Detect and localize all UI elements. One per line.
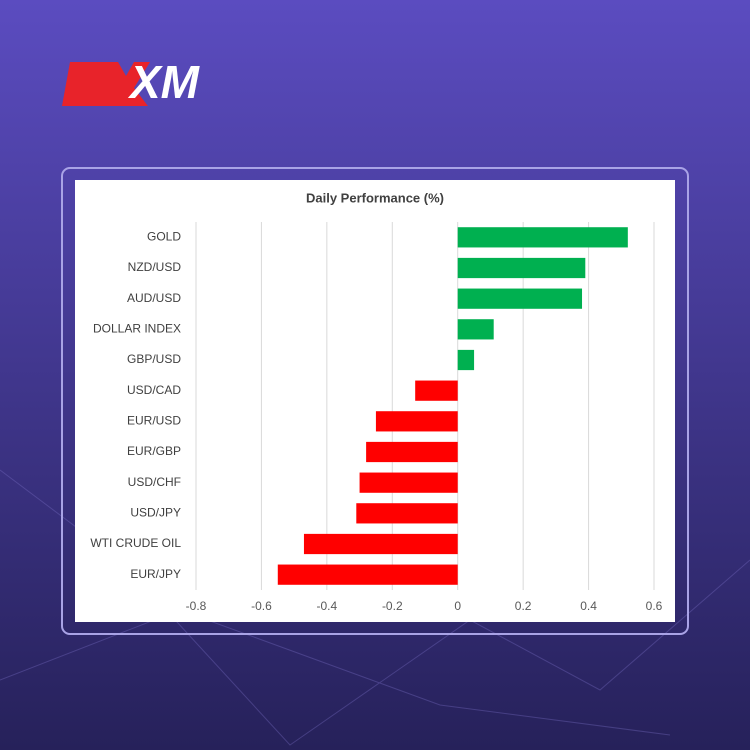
y-tick-label: DOLLAR INDEX <box>93 322 181 336</box>
bar <box>415 380 458 401</box>
x-tick-label: -0.6 <box>251 599 272 613</box>
x-tick-label: 0 <box>454 599 461 613</box>
x-tick-label: -0.8 <box>186 599 207 613</box>
bar <box>457 319 494 340</box>
frame <box>61 167 689 635</box>
bar <box>356 503 458 524</box>
y-tick-label: EUR/GBP <box>127 444 181 458</box>
bar <box>303 533 458 555</box>
y-tick-label: EUR/USD <box>127 414 181 428</box>
y-tick-label: AUD/USD <box>127 291 181 305</box>
x-tick-label: 0.4 <box>580 599 597 613</box>
chart-title: Daily Performance (%) <box>306 190 444 205</box>
x-tick-label: -0.2 <box>382 599 403 613</box>
y-tick-label: GOLD <box>147 230 181 244</box>
y-tick-label: USD/CHF <box>128 475 181 489</box>
bar <box>457 288 583 309</box>
x-tick-label: 0.6 <box>646 599 663 613</box>
bar <box>457 257 586 279</box>
bar <box>375 411 458 432</box>
plot: -0.8 -0.6 -0.4 -0.2 0 0.2 0.4 0.6 GOLD NZD/USD AUD… <box>90 222 663 613</box>
y-tick-label: EUR/JPY <box>130 567 181 581</box>
bar <box>457 349 475 371</box>
bar <box>366 441 458 463</box>
logo-icon <box>62 62 150 106</box>
x-tick-label: -0.4 <box>317 599 338 613</box>
x-tick-label: 0.2 <box>515 599 532 613</box>
bar <box>457 227 628 248</box>
logo-text: XM <box>127 56 201 108</box>
y-tick-label: GBP/USD <box>127 352 181 366</box>
y-tick-label: USD/JPY <box>130 506 181 520</box>
y-tick-label: USD/CAD <box>127 383 181 397</box>
bar <box>359 472 458 493</box>
y-tick-label: NZD/USD <box>128 260 182 274</box>
logo: XM <box>62 56 201 108</box>
bar <box>277 564 458 585</box>
y-tick-label: WTI CRUDE OIL <box>90 536 181 550</box>
